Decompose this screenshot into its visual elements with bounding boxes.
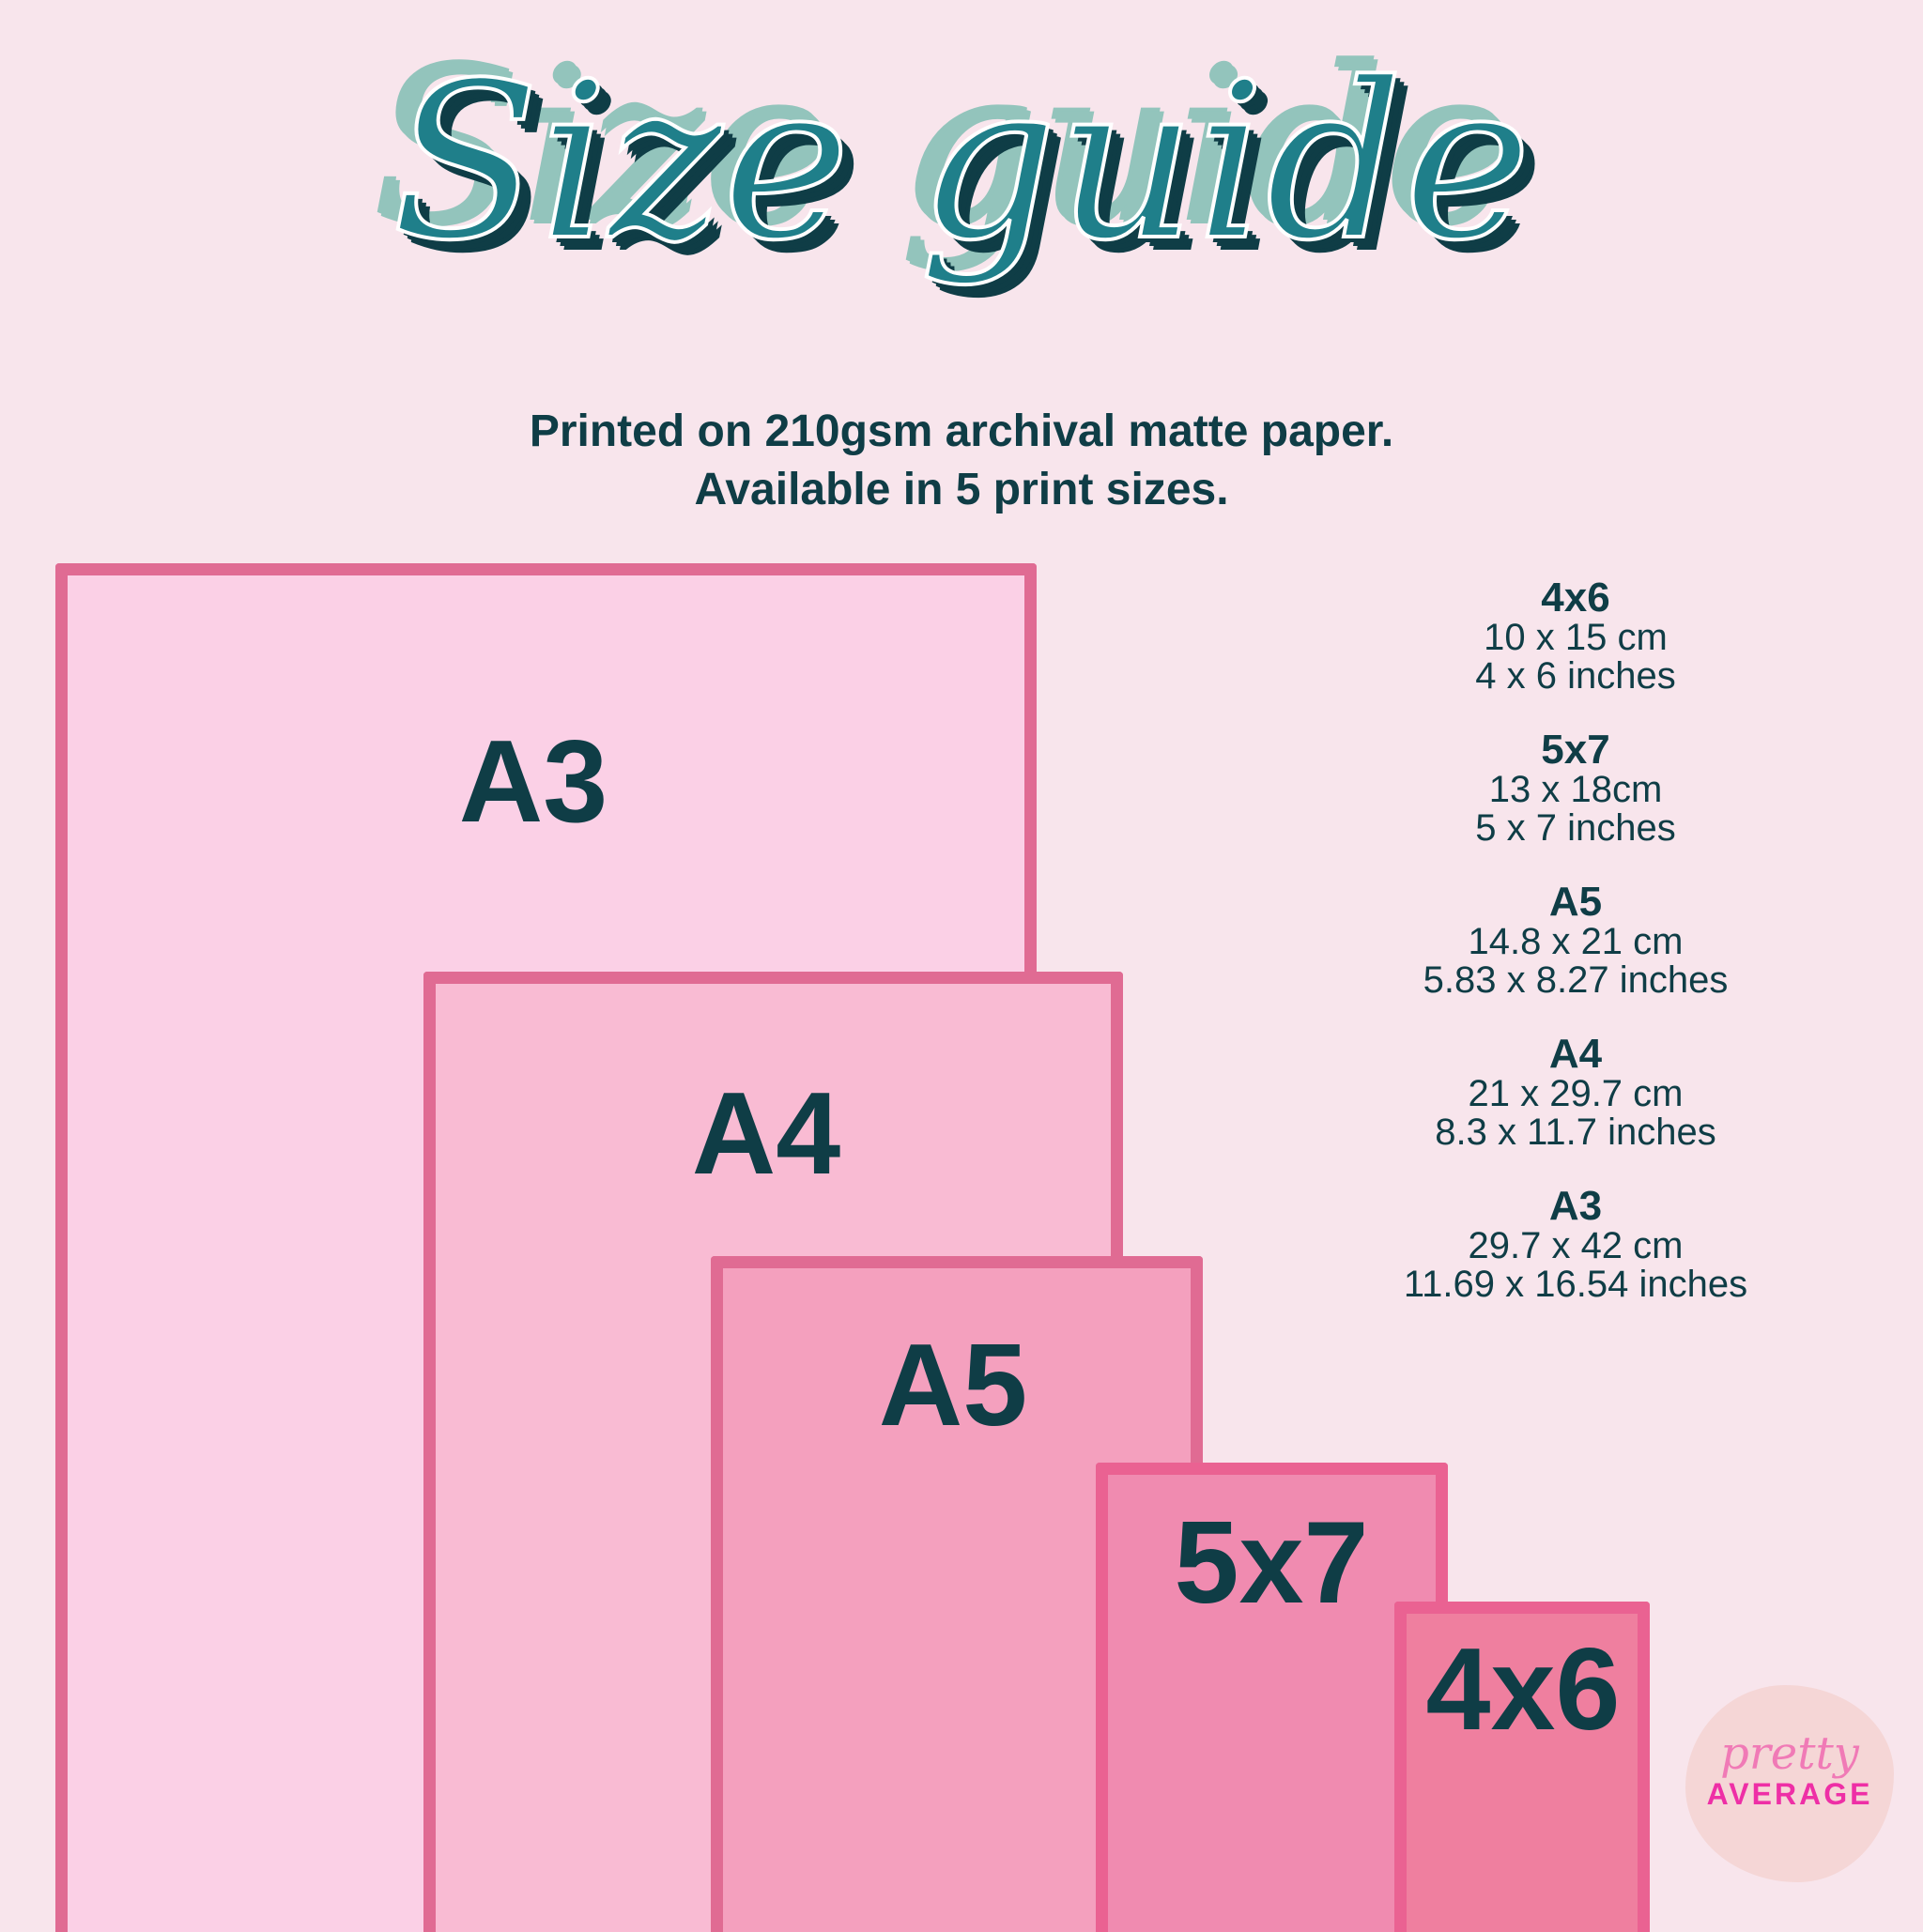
size-inches: 5 x 7 inches xyxy=(1475,807,1676,849)
size-inches: 11.69 x 16.54 inches xyxy=(1403,1264,1748,1305)
size-item-4x6: 4x6 10 x 15 cm 4 x 6 inches xyxy=(1388,577,1763,696)
page-title: Size guide xyxy=(390,36,1533,290)
size-inches: 5.83 x 8.27 inches xyxy=(1423,959,1729,1001)
size-list: 4x6 10 x 15 cm 4 x 6 inches 5x7 13 x 18c… xyxy=(1388,577,1763,1338)
rect-label-a3: A3 xyxy=(458,717,608,847)
size-name: A5 xyxy=(1548,879,1603,925)
size-inches: 4 x 6 inches xyxy=(1475,655,1676,697)
subtitle-line-2: Available in 5 print sizes. xyxy=(694,465,1229,514)
size-name: A3 xyxy=(1548,1183,1603,1229)
size-name: 5x7 xyxy=(1541,727,1610,773)
size-cm: 29.7 x 42 cm xyxy=(1468,1225,1684,1266)
size-cm: 21 x 29.7 cm xyxy=(1468,1073,1684,1114)
rect-label-4x6: 4x6 xyxy=(1425,1625,1621,1755)
size-cm: 13 x 18cm xyxy=(1488,769,1663,810)
rect-label-a4: A4 xyxy=(691,1069,841,1199)
rect-4x6 xyxy=(1394,1602,1650,1932)
rect-label-a5: A5 xyxy=(878,1321,1028,1450)
size-inches: 8.3 x 11.7 inches xyxy=(1435,1112,1716,1153)
size-name: 4x6 xyxy=(1541,575,1610,621)
size-item-a4: A4 21 x 29.7 cm 8.3 x 11.7 inches xyxy=(1388,1034,1763,1152)
rect-label-5x7: 5x7 xyxy=(1174,1498,1369,1628)
subtitle-line-1: Printed on 210gsm archival matte paper. xyxy=(529,406,1394,456)
logo-script-text: pretty xyxy=(1720,1727,1859,1780)
size-cm: 10 x 15 cm xyxy=(1484,617,1668,658)
size-item-a5: A5 14.8 x 21 cm 5.83 x 8.27 inches xyxy=(1388,882,1763,1000)
size-name: A4 xyxy=(1548,1031,1603,1077)
logo-bold-text: AVERAGE xyxy=(1706,1777,1873,1811)
size-item-a3: A3 29.7 x 42 cm 11.69 x 16.54 inches xyxy=(1388,1186,1763,1304)
size-item-5x7: 5x7 13 x 18cm 5 x 7 inches xyxy=(1388,729,1763,848)
brand-logo: pretty AVERAGE xyxy=(1685,1685,1894,1882)
size-cm: 14.8 x 21 cm xyxy=(1468,921,1684,962)
